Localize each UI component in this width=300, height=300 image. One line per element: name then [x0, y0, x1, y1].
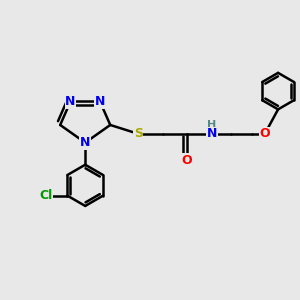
Text: O: O — [260, 127, 270, 140]
Text: N: N — [95, 95, 105, 108]
Text: H: H — [207, 120, 217, 130]
Text: Cl: Cl — [39, 189, 52, 202]
Text: S: S — [134, 127, 143, 140]
Text: O: O — [182, 154, 192, 167]
Text: N: N — [80, 136, 90, 149]
Text: N: N — [207, 127, 217, 140]
Text: N: N — [65, 95, 76, 108]
